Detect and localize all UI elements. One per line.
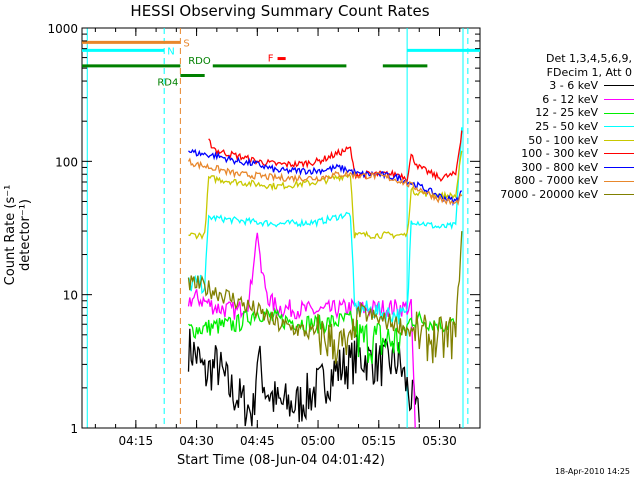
legend-entry-label: 300 - 800 keV <box>521 160 598 174</box>
legend-swatch <box>604 180 634 182</box>
series-800-7000-kev-line <box>187 157 463 206</box>
legend-entry: 800 - 7000 keV <box>486 174 634 188</box>
series-100-300-kev-line <box>208 130 463 183</box>
x-tick-label-1: 04:30 <box>179 434 214 448</box>
series-50-100-kev-line <box>188 150 463 241</box>
legend-entry-label: 7000 - 20000 keV <box>500 187 598 201</box>
x-tick-label-3: 05:00 <box>301 434 336 448</box>
legend-entry-label: 12 - 25 keV <box>535 106 598 120</box>
x-tick-label-0: 04:15 <box>119 434 154 448</box>
x-tick-label-4: 05:15 <box>361 434 396 448</box>
datestamp: 18-Apr-2010 14:25 <box>554 467 630 476</box>
legend-entry: 12 - 25 keV <box>486 106 634 120</box>
flag-rd4-label: RD4 <box>157 78 178 89</box>
legend-swatch <box>604 194 634 196</box>
legend-swatch <box>604 126 634 128</box>
legend-entry: 25 - 50 keV <box>486 120 634 134</box>
series-3-6-kev-line <box>187 328 420 427</box>
flag-n-label: N <box>167 46 174 57</box>
x-tick-label-2: 04:45 <box>240 434 275 448</box>
legend-swatch <box>604 167 634 169</box>
legend-entry-label: 800 - 7000 keV <box>514 174 598 188</box>
series-7000-20000-kev-line <box>187 231 463 364</box>
legend-entry-label: 3 - 6 keV <box>549 79 598 93</box>
x-axis-label: Start Time (08-Jun-04 04:01:42) <box>177 453 385 468</box>
legend-header-2: FDecim 1, Att 0 <box>546 65 632 79</box>
legend-header-1: Det 1,3,4,5,6,9, <box>545 52 632 65</box>
legend-entry: 6 - 12 keV <box>486 93 634 107</box>
legend-entry-label: 6 - 12 keV <box>542 92 598 106</box>
legend-entry: 100 - 300 keV <box>486 147 634 161</box>
legend-swatch <box>604 153 634 155</box>
legend-entry: 3 - 6 keV <box>486 79 634 93</box>
legend-entry-label: 100 - 300 keV <box>521 147 598 161</box>
legend-entry: 300 - 800 keV <box>486 161 634 175</box>
series-6-12-kev-line <box>187 232 416 429</box>
legend-entry: 7000 - 20000 keV <box>486 188 634 202</box>
legend-entry-label: 25 - 50 keV <box>535 119 598 133</box>
series-25-50-kev-line <box>187 127 463 325</box>
legend-swatch <box>604 139 634 141</box>
chart-title: HESSI Observing Summary Count Rates <box>130 2 430 20</box>
flag-s-label: S <box>183 38 189 49</box>
y-tick-label-2: 100 <box>55 155 78 169</box>
legend-entry-label: 50 - 100 keV <box>528 133 598 147</box>
y-tick-label-0: 1 <box>70 422 78 436</box>
y-tick-label-3: 1000 <box>47 22 78 36</box>
legend-swatch <box>604 99 634 101</box>
legend-swatch <box>604 112 634 114</box>
flag-rdo-label: RDO <box>188 56 211 67</box>
x-tick-label-5: 05:30 <box>422 434 457 448</box>
y-axis-label: Count Rate (s⁻¹ detector⁻¹) <box>3 184 33 286</box>
flag-f-label: F <box>268 54 274 65</box>
legend-swatch <box>604 85 634 87</box>
legend-entry: 50 - 100 keV <box>486 134 634 148</box>
series-12-25-kev-line <box>188 307 456 364</box>
legend: Det 1,3,4,5,6,9, FDecim 1, Att 0 3 - 6 k… <box>486 52 634 202</box>
y-tick-label-1: 10 <box>63 289 78 303</box>
plot-frame <box>81 27 481 429</box>
